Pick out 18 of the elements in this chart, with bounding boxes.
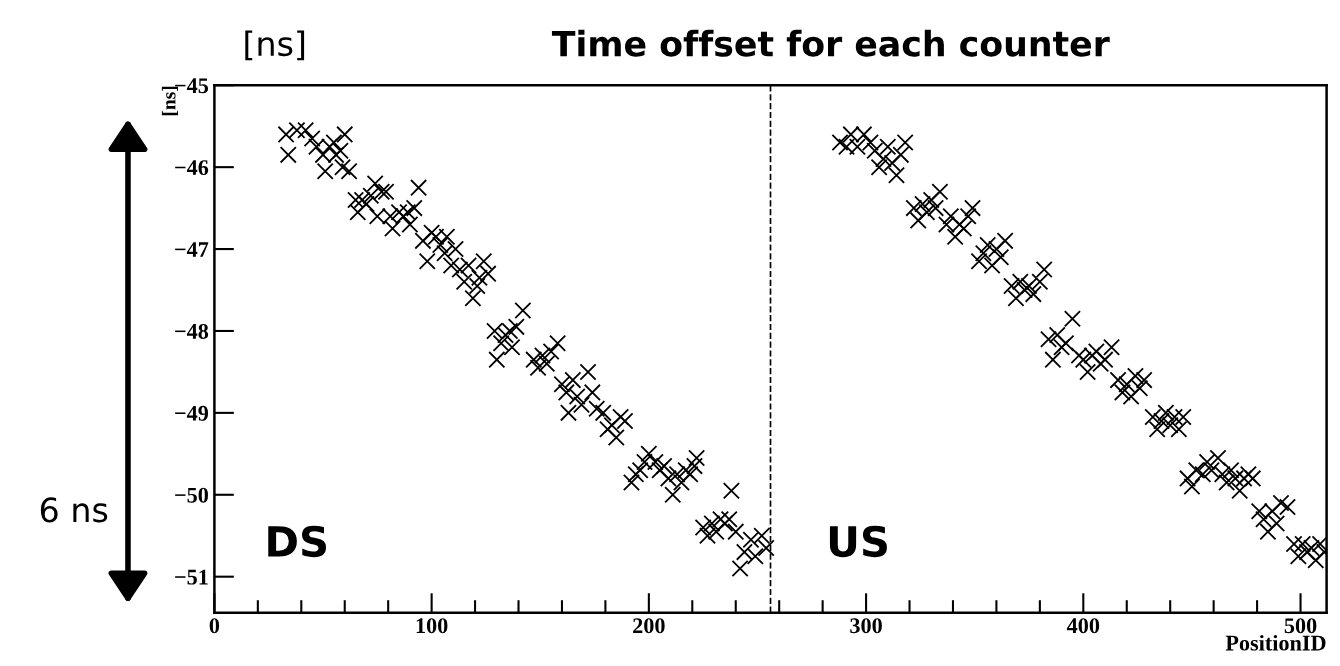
x-tick-label: 200 (633, 618, 665, 634)
x-tick-label: 100 (416, 618, 448, 634)
y-tick-label: −46 (175, 160, 209, 176)
text: 6 ns (40, 497, 108, 523)
x-tick-label: 500 (1284, 618, 1317, 634)
annotation: DS (268, 525, 326, 558)
x-tick-label: 0 (209, 618, 220, 634)
y-tick-label: −48 (175, 323, 209, 339)
y-tick-label: −47 (175, 242, 209, 257)
x-axis-title: PositionID (1225, 634, 1326, 651)
text: [ns] (245, 30, 305, 61)
y-tick-label: −51 (175, 569, 208, 585)
x-tick-label: 300 (850, 618, 882, 634)
y-tick-label: −49 (175, 405, 209, 421)
y-tick-label: −50 (175, 487, 208, 503)
x-tick-label: 400 (1066, 618, 1100, 634)
annotation: US (829, 525, 887, 558)
chart-title: Time offset for each counter (551, 29, 1110, 57)
